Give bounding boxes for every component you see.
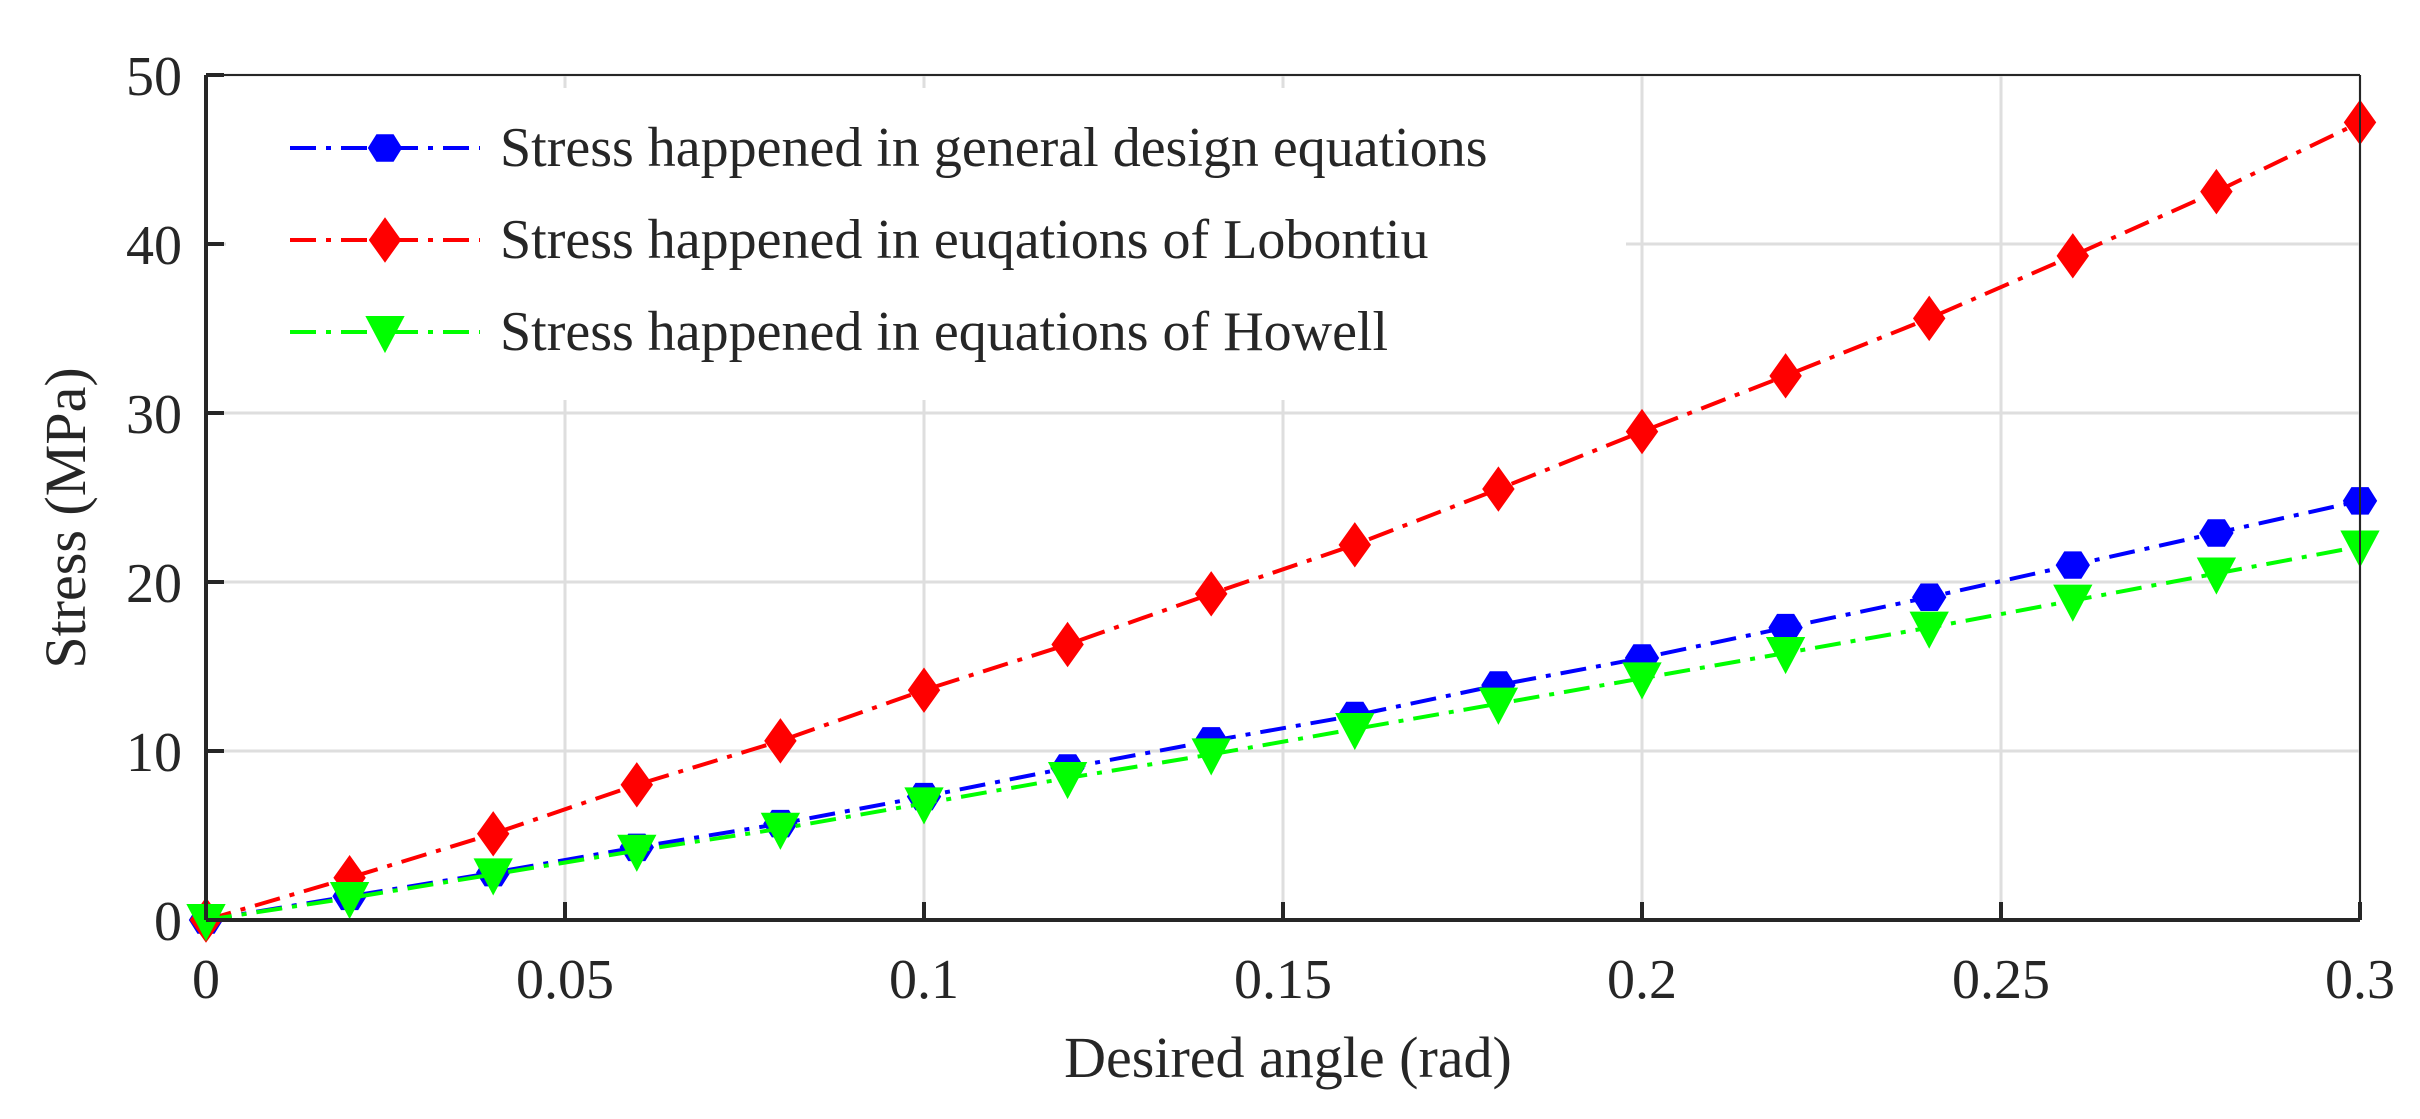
data-point-howell xyxy=(760,812,801,850)
data-point-howell xyxy=(473,858,513,896)
data-point-general-design xyxy=(1912,583,1947,611)
data-point-lobontiu xyxy=(1051,621,1084,668)
series-line-general-design xyxy=(205,498,2361,922)
x-tick-label: 0.05 xyxy=(516,949,614,1011)
legend-label-howell: Stress happened in equations of Howell xyxy=(500,301,1388,363)
series-line-lobontiu xyxy=(205,120,2361,922)
data-point-lobontiu xyxy=(1338,522,1372,568)
y-axis-label: Stress (MPa) xyxy=(33,367,98,668)
data-point-howell xyxy=(1335,713,1375,751)
data-point-howell xyxy=(904,787,944,825)
y-tick-label: 30 xyxy=(126,384,182,446)
data-point-howell xyxy=(2196,557,2237,595)
y-tick-label: 20 xyxy=(126,553,182,615)
data-point-lobontiu xyxy=(1482,466,1515,512)
legend: Stress happened in general design equati… xyxy=(226,88,1626,400)
data-point-lobontiu xyxy=(1194,571,1228,617)
legend-marker-howell xyxy=(365,316,405,354)
x-tick-label: 0.15 xyxy=(1234,949,1332,1011)
legend-marker-lobontiu xyxy=(368,217,402,263)
data-point-lobontiu xyxy=(2200,168,2233,215)
x-tick-label: 0.3 xyxy=(2325,949,2395,1011)
data-point-lobontiu xyxy=(476,811,510,857)
y-tick-label: 10 xyxy=(126,722,182,784)
x-tick-label: 0.25 xyxy=(1952,949,2050,1011)
data-point-howell xyxy=(1622,662,1662,700)
data-point-lobontiu xyxy=(1912,295,1946,342)
data-point-howell xyxy=(1047,762,1088,800)
series-line-howell xyxy=(205,544,2361,922)
data-point-general-design xyxy=(2199,519,2234,547)
y-tick-label: 0 xyxy=(154,891,182,953)
data-point-general-design xyxy=(2055,551,2090,579)
data-point-howell xyxy=(329,882,370,920)
data-point-lobontiu xyxy=(1769,353,1802,399)
x-tick-label: 0 xyxy=(192,949,220,1011)
data-point-general-design xyxy=(1768,613,1803,642)
legend-label-general-design: Stress happened in general design equati… xyxy=(500,117,1488,179)
data-point-howell xyxy=(2053,584,2093,622)
data-point-howell xyxy=(617,834,657,872)
y-tick-label: 50 xyxy=(126,46,182,108)
y-tick-label: 40 xyxy=(126,215,182,277)
x-axis-label: Desired angle (rad) xyxy=(1064,1025,1512,1090)
x-tick-label: 0.2 xyxy=(1607,949,1677,1011)
data-point-howell xyxy=(1478,687,1519,725)
x-tick-label: 0.1 xyxy=(889,949,959,1011)
data-point-lobontiu xyxy=(1625,408,1659,455)
data-point-lobontiu xyxy=(620,762,654,808)
data-point-lobontiu xyxy=(764,718,797,764)
data-point-lobontiu xyxy=(907,667,941,713)
labels-layer: Desired angle (rad) Stress (MPa) xyxy=(33,367,1512,1090)
data-point-howell xyxy=(1909,611,1949,649)
data-point-howell xyxy=(1765,636,1806,675)
legend-marker-general-design xyxy=(367,134,403,162)
axes-layer: 0 0.05 0.1 0.15 0.2 0.25 0.3 0 10 20 30 40 50 xyxy=(126,46,2395,1011)
legend-label-lobontiu: Stress happened in euqations of Lobontiu xyxy=(500,209,1429,271)
data-point-lobontiu xyxy=(2056,233,2090,279)
data-point-howell xyxy=(1191,738,1231,776)
legend-box xyxy=(226,88,1626,400)
